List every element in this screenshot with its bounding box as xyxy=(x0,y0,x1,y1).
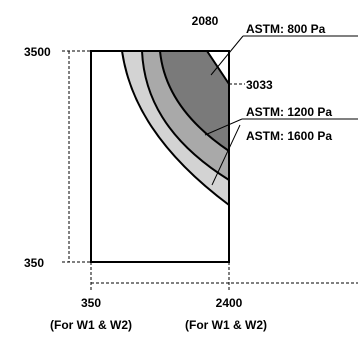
label-top-2080: 2080 xyxy=(192,14,219,28)
edge-800-top-diagonal xyxy=(206,50,230,85)
curve-1200-boundary xyxy=(141,50,230,181)
region-astm-800 xyxy=(160,51,229,151)
label-astm-1200: ASTM: 1200 Pa xyxy=(246,105,332,119)
label-x-2400: 2400 xyxy=(216,296,243,310)
label-astm-800: ASTM: 800 Pa xyxy=(246,22,326,36)
region-astm-1200 xyxy=(142,51,229,180)
label-x-2400-note: (For W1 & W2) xyxy=(185,318,267,332)
label-x-350-note: (For W1 & W2) xyxy=(50,318,132,332)
curve-1600-boundary xyxy=(121,50,230,206)
label-side-3033: 3033 xyxy=(246,78,273,92)
label-y-3500: 3500 xyxy=(24,45,51,59)
label-astm-1600: ASTM: 1600 Pa xyxy=(246,129,332,143)
leader-astm-1200 xyxy=(204,118,243,136)
label-y-350: 350 xyxy=(24,256,44,270)
curve-800-boundary xyxy=(159,50,230,152)
leader-astm-1600 xyxy=(211,124,241,186)
leader-astm-800 xyxy=(210,35,244,76)
label-x-350: 350 xyxy=(81,296,101,310)
size-envelope-rectangle xyxy=(90,50,230,263)
